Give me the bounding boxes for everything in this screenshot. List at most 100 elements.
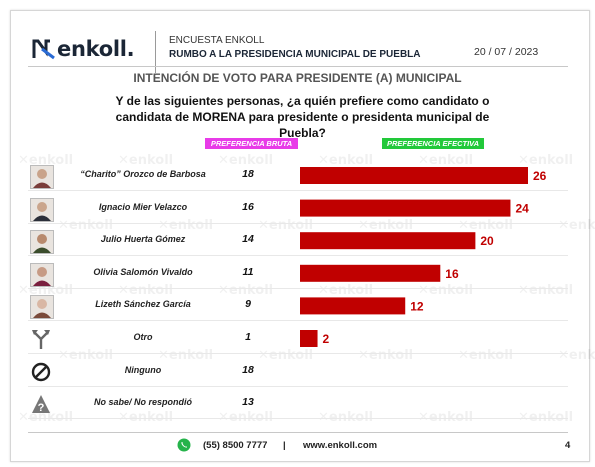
row-divider (28, 255, 568, 257)
watermark: ✕enkoll (418, 410, 474, 425)
section-title: INTENCIÓN DE VOTO PARA PRESIDENTE (A) MU… (133, 71, 462, 85)
watermark: ✕enkoll (118, 410, 174, 425)
footer-website[interactable]: www.enkoll.com (303, 440, 378, 451)
enkoll-logo-mark-icon (32, 39, 55, 60)
preferencia-bruta-value: 13 (242, 396, 254, 409)
avatar (30, 262, 54, 287)
table-row: Ignacio Mier Velazco 16 (28, 193, 568, 224)
watermark: ✕enkoll (318, 410, 374, 425)
watermark: ✕enkoll (418, 283, 474, 298)
bar (300, 330, 318, 347)
whatsapp-icon (177, 438, 191, 452)
watermark: ✕enkoll (518, 283, 574, 298)
bar (300, 199, 511, 217)
header-divider (155, 31, 156, 73)
preferencia-bruta-value: 1 (245, 331, 251, 343)
watermark: ✕enkoll (218, 410, 274, 425)
row-divider (28, 320, 568, 322)
survey-label: ENCUESTA ENKOLL (169, 35, 265, 46)
watermark: ✕enkoll (558, 348, 595, 363)
enkoll-logo: enkoll. (32, 37, 135, 61)
question-text: Y de las siguientes personas, ¿a quién p… (115, 94, 490, 140)
page-number: 4 (565, 440, 571, 451)
question-mark-icon: ? (30, 393, 52, 415)
candidate-name: Olivia Salomón Vivaldo (93, 266, 193, 277)
bar-value-label: 12 (410, 299, 424, 313)
effective-preference-chart: 26 24 20 16 12 2 (300, 167, 547, 347)
bar-value-label: 26 (533, 169, 547, 183)
watermark: ✕enkoll (358, 348, 414, 363)
watermark: ✕enkoll (18, 153, 74, 168)
table-row: Julio Huerta Gómez 14 (28, 225, 568, 257)
preferencia-bruta-value: 16 (242, 200, 254, 213)
bar-value-label: 2 (323, 332, 330, 346)
preferencia-bruta-value: 9 (245, 298, 251, 311)
watermark: ✕enkoll (318, 283, 374, 298)
watermark: ✕enkoll (258, 218, 314, 233)
table-row: Lizeth Sánchez García 9 (28, 290, 568, 322)
survey-date: 20 / 07 / 2023 (474, 46, 539, 58)
bar-value-label: 16 (445, 267, 459, 281)
table-row: Otro 1 (28, 323, 568, 354)
row-divider (28, 353, 568, 354)
preferencia-bruta-value: 11 (242, 265, 254, 278)
avatar (30, 295, 54, 320)
bar (300, 232, 476, 250)
header-rule (28, 66, 568, 67)
watermark: ✕enkoll (58, 348, 114, 363)
row-divider (28, 385, 568, 387)
footer-phone: (55) 8500 7777 (203, 440, 268, 451)
table-row: ? No sabe/ No respondió 13 (28, 388, 568, 420)
watermark: ✕enkoll (458, 218, 514, 233)
watermark: ✕enkoll (118, 283, 174, 298)
bar (300, 264, 441, 282)
watermark: ✕enkoll (158, 348, 214, 363)
svg-text:?: ? (38, 402, 45, 414)
footer-separator: | (283, 440, 286, 451)
watermark: ✕enkoll (558, 218, 595, 233)
badge-preferencia-bruta: PREFERENCIA BRUTA (205, 138, 298, 149)
watermark: ✕enkoll (218, 153, 274, 168)
avatar (30, 165, 54, 189)
watermark: ✕enkoll (358, 218, 414, 233)
watermark: ✕enkoll (318, 153, 374, 168)
table-row: Olivia Salomón Vivaldo 11 (28, 258, 568, 289)
watermark: ✕enkoll (218, 283, 274, 298)
watermark: ✕enkoll (518, 410, 574, 425)
watermark: ✕enkoll (518, 153, 574, 168)
watermark: ✕enkoll (258, 348, 314, 363)
avatar (30, 230, 54, 255)
candidate-name: Ninguno (124, 364, 162, 375)
bar (300, 297, 406, 315)
row-divider (28, 287, 568, 289)
preferencia-bruta-value: 18 (242, 168, 254, 180)
avatar (30, 197, 54, 222)
bar-value-label: 20 (480, 234, 494, 248)
preferencia-bruta-value: 14 (242, 233, 254, 246)
candidate-name: “Charito” Orozco de Barbosa (80, 169, 206, 179)
footer-rule (28, 432, 568, 433)
survey-title: RUMBO A LA PRESIDENCIA MUNICIPAL DE PUEB… (169, 49, 421, 60)
prohibited-icon (30, 361, 52, 383)
watermark: ✕enkoll (458, 348, 514, 363)
candidate-name: Otro (133, 332, 153, 342)
table-row: “Charito” Orozco de Barbosa 18 (28, 160, 568, 191)
bar-value-label: 24 (515, 202, 529, 216)
row-divider (28, 418, 568, 420)
brand-name: enkoll. (57, 37, 135, 61)
watermark: ✕enkoll (58, 218, 114, 233)
arrows-split-icon (30, 328, 52, 350)
candidate-name: Ignacio Mier Velazco (98, 201, 188, 212)
candidate-name: Julio Huerta Gómez (100, 234, 186, 245)
row-divider (28, 222, 568, 224)
watermark: ✕enkoll (118, 153, 174, 168)
candidate-name: No sabe/ No respondió (93, 397, 192, 408)
row-divider (28, 190, 568, 191)
watermark: ✕enkoll (418, 153, 474, 168)
watermark: ✕enkoll (158, 218, 214, 233)
table-row: Ninguno 18 (28, 356, 568, 387)
watermark: ✕enkoll (18, 410, 74, 425)
bar (300, 167, 528, 184)
badge-preferencia-efectiva: PREFERENCIA EFECTIVA (382, 138, 484, 149)
preferencia-bruta-value: 18 (242, 363, 254, 376)
